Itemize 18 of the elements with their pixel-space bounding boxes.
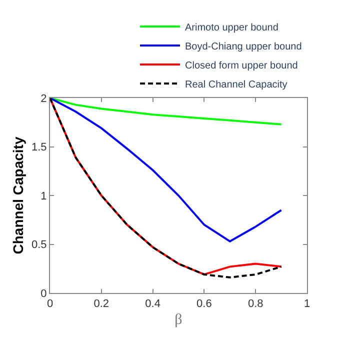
line-series [50, 98, 282, 242]
legend-label: Arimoto upper bound [185, 22, 278, 34]
line-series [50, 98, 282, 126]
y-axis-title: Channel Capacity [10, 136, 26, 254]
y-tick-label: 1 [40, 190, 47, 202]
y-tick-label: 1.5 [32, 142, 47, 154]
x-tick-label: 1 [304, 298, 310, 310]
y-tick-label: 0 [40, 288, 47, 300]
legend-label: Real Channel Capacity [185, 79, 288, 90]
x-tick-label: 0.4 [145, 298, 160, 310]
legend-label: Closed form upper bound [185, 60, 298, 72]
x-tick-label: 0.8 [248, 298, 264, 310]
x-tick-label: 0.2 [94, 298, 110, 310]
y-tick-label: 2 [40, 92, 47, 105]
legend-label: Boyd-Chiang upper bound [185, 41, 302, 52]
x-axis-title: β [174, 312, 182, 328]
x-tick-label: 0.6 [196, 298, 212, 310]
y-tick-label: 0.5 [32, 239, 47, 252]
